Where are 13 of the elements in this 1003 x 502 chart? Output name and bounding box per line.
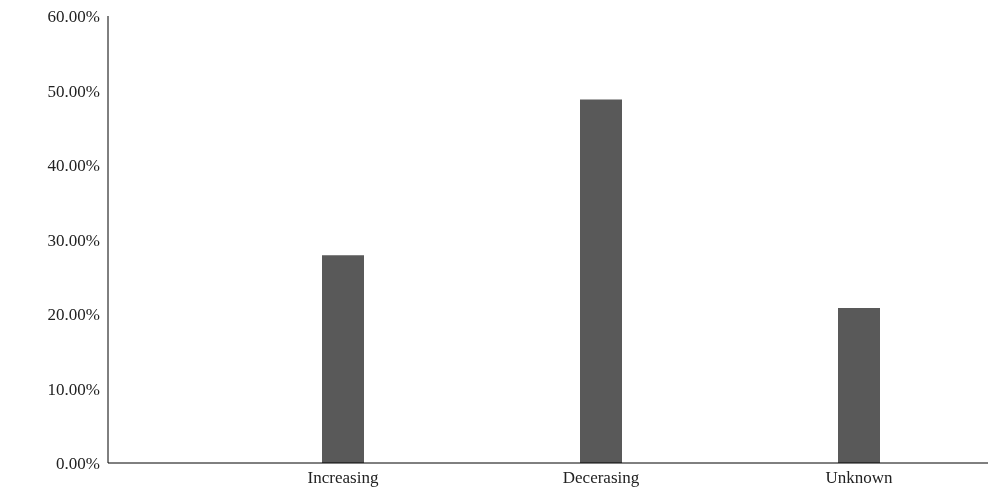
- y-tick-label: 50.00%: [47, 81, 100, 101]
- y-tick-label: 30.00%: [47, 230, 100, 250]
- y-tick-label: 0.00%: [56, 454, 100, 474]
- x-tick-label: Decerasing: [562, 468, 640, 488]
- y-tick-label: 20.00%: [47, 305, 100, 325]
- bar: [580, 99, 622, 463]
- y-tick-label: 60.00%: [47, 7, 100, 27]
- x-tick-label: Unknown: [825, 468, 894, 488]
- y-tick-label: 40.00%: [47, 156, 100, 176]
- x-tick-label: Increasing: [307, 468, 379, 488]
- bar: [838, 308, 880, 463]
- y-tick-label: 10.00%: [47, 379, 100, 399]
- bar: [322, 255, 364, 463]
